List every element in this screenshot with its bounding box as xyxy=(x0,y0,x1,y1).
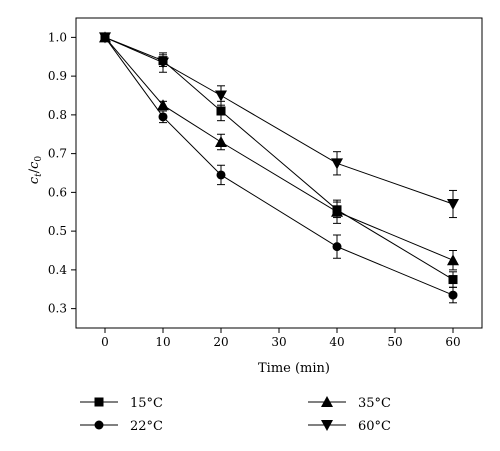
data-point xyxy=(331,205,343,217)
data-point xyxy=(99,32,111,44)
series-1 xyxy=(100,32,458,288)
legend-label: 60°C xyxy=(358,419,391,434)
series-line xyxy=(104,36,454,280)
y-tick-label: 0.8 xyxy=(48,108,67,122)
x-tick-label: 20 xyxy=(213,335,228,349)
x-tick-label: 40 xyxy=(329,335,344,349)
series-line xyxy=(104,37,454,261)
y-tick-label: 0.4 xyxy=(48,263,67,277)
y-axis-title-main: c xyxy=(27,176,42,184)
y-axis-title-sub-0: 0 xyxy=(34,156,44,162)
y-tick-label: 0.6 xyxy=(48,185,67,199)
data-point xyxy=(332,242,342,252)
data-point xyxy=(158,112,168,122)
y-axis-title-main-2: c xyxy=(27,161,42,169)
data-point xyxy=(216,106,226,116)
legend-marker xyxy=(94,397,104,407)
series-3 xyxy=(99,31,459,271)
y-tick-label: 1.0 xyxy=(48,30,67,44)
data-point xyxy=(216,170,226,180)
legend-label: 15°C xyxy=(130,396,163,411)
legend-entry-1: 15°C xyxy=(80,396,163,411)
data-point xyxy=(331,158,343,170)
series-line xyxy=(104,36,454,205)
series-line xyxy=(104,37,454,296)
axis-ticks: 0 10 20 30 40 50 60 0.3 0.4 0.5 0.6 0.7 0.8 0.9 1.0 xyxy=(48,30,461,349)
legend: 15°C 22°C 35°C 60°C xyxy=(80,396,391,434)
data-point xyxy=(448,290,458,300)
x-tick-label: 50 xyxy=(387,335,402,349)
legend-entry-3: 35°C xyxy=(308,396,391,411)
data-point xyxy=(447,254,459,266)
x-tick-label: 0 xyxy=(101,335,109,349)
y-tick-label: 0.9 xyxy=(48,69,67,83)
legend-label: 22°C xyxy=(130,419,163,434)
series-2 xyxy=(100,32,458,304)
y-axis-title-sub-t: t xyxy=(34,173,44,177)
series-4 xyxy=(99,32,459,219)
data-point xyxy=(448,275,458,285)
y-axis-title: ct/c0 xyxy=(27,156,44,185)
y-tick-label: 0.3 xyxy=(48,302,67,316)
legend-entry-4: 60°C xyxy=(308,419,391,434)
legend-marker xyxy=(94,420,104,430)
y-tick-label: 0.5 xyxy=(48,224,67,238)
x-tick-label: 30 xyxy=(271,335,286,349)
data-point xyxy=(215,136,227,147)
x-tick-label: 10 xyxy=(155,335,170,349)
data-point xyxy=(157,99,169,111)
legend-label: 35°C xyxy=(358,396,391,411)
legend-marker xyxy=(321,420,333,431)
legend-entry-2: 22°C xyxy=(80,419,163,434)
data-point xyxy=(157,57,169,69)
legend-marker xyxy=(321,396,333,407)
y-tick-label: 0.7 xyxy=(48,147,67,161)
x-tick-label: 60 xyxy=(445,335,460,349)
x-axis-title: Time (min) xyxy=(258,361,330,376)
y-axis-title-slash: / xyxy=(27,168,42,173)
data-point xyxy=(447,199,459,210)
data-point xyxy=(215,90,227,102)
series-layer xyxy=(99,31,459,304)
